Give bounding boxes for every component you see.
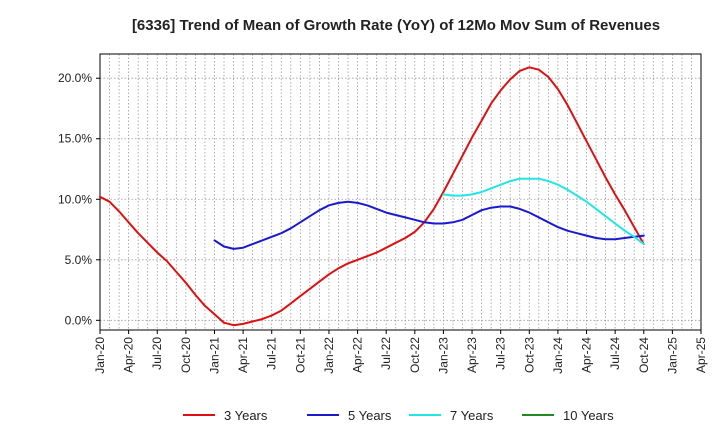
x-tick-label: Apr-23 [465,337,479,373]
x-tick-label: Jan-20 [93,337,107,374]
x-tick-label: Apr-24 [580,337,594,373]
y-tick-label: 5.0% [65,253,93,267]
x-tick-label: Jan-21 [207,337,221,374]
x-tick-label: Jul-20 [150,337,164,370]
x-tick-label: Apr-20 [122,337,136,373]
plot-frame [99,53,702,331]
y-tick-label: 0.0% [65,313,93,327]
x-tick-label: Apr-22 [351,337,365,373]
x-tick-label: Jan-23 [436,337,450,374]
y-tick-label: 20.0% [58,71,92,85]
x-tick-label: Jan-25 [665,337,679,374]
chart-title: [6336] Trend of Mean of Growth Rate (YoY… [132,17,660,34]
x-tick-label: Jan-22 [322,337,336,374]
series-line-3-years [99,66,645,327]
x-tick-label: Oct-22 [408,337,422,373]
x-tick-label: Jul-23 [494,337,508,370]
legend: 3 Years 5 Years 7 Years 10 Years [183,408,614,423]
x-tick-label: Oct-24 [637,337,651,373]
y-axis-ticks: 0.0% 5.0% 10.0% 15.0% 20.0% [58,71,100,327]
x-tick-label: Jul-21 [265,337,279,370]
series-layer [99,66,645,327]
legend-label-10-years: 10 Years [563,408,614,423]
x-tick-label: Oct-23 [522,337,536,373]
series-line-7-years [442,177,645,246]
y-tick-label: 15.0% [58,132,92,146]
x-axis-ticks: Jan-20 Apr-20 Jul-20 Oct-20 Jan-21 Apr-21 Jul-… [93,330,708,374]
x-tick-label: Jul-24 [608,337,622,370]
legend-label-3-years: 3 Years [224,408,268,423]
legend-label-7-years: 7 Years [450,408,494,423]
grid-layer [100,54,701,330]
x-tick-label: Jan-24 [551,337,565,374]
y-tick-label: 10.0% [58,192,92,206]
series-line-5-years [213,200,645,250]
x-tick-label: Apr-21 [236,337,250,373]
x-tick-label: Oct-20 [179,337,193,373]
x-tick-label: Jul-22 [379,337,393,370]
legend-label-5-years: 5 Years [348,408,392,423]
x-tick-label: Apr-25 [694,337,708,373]
x-tick-label: Oct-21 [293,337,307,373]
